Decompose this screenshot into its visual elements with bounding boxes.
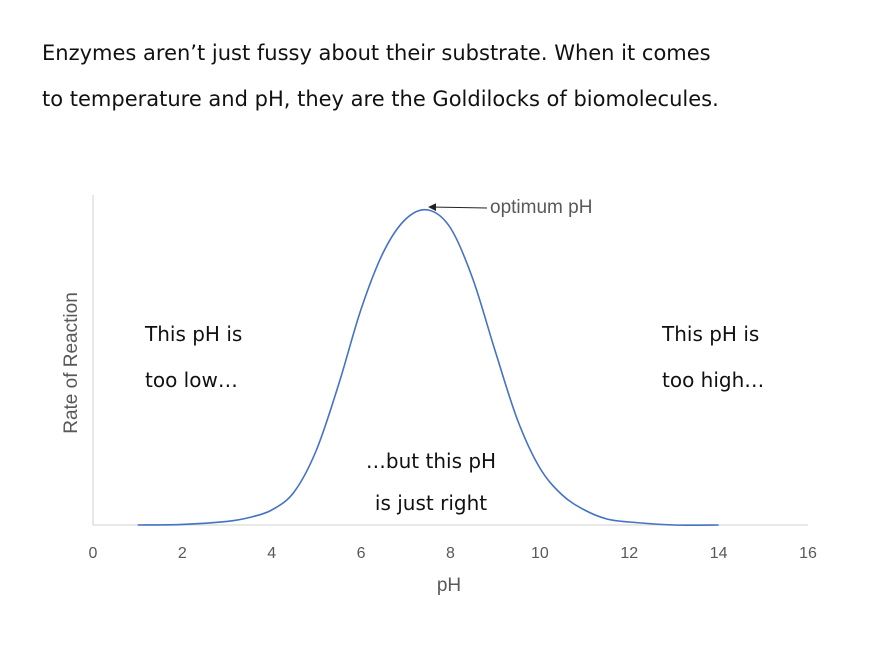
x-tick-label: 12 — [620, 545, 638, 562]
optimum-label: optimum pH — [490, 197, 592, 218]
intro-line-2: to temperature and pH, they are the Gold… — [42, 87, 719, 111]
right-note-line-2: is just right — [375, 491, 487, 515]
x-tick-label: 16 — [799, 545, 817, 562]
x-tick-label: 0 — [89, 545, 98, 562]
x-tick-label: 6 — [357, 545, 366, 562]
high-note-line-1: This pH is — [661, 322, 759, 346]
high-note-line-2: too high… — [662, 368, 764, 392]
x-tick-label: 10 — [531, 545, 549, 562]
low-note-line-2: too low… — [145, 368, 238, 392]
low-note-line-1: This pH is — [144, 322, 242, 346]
x-tick-label: 8 — [446, 545, 455, 562]
x-axis-title: pH — [437, 575, 461, 596]
optimum-arrow — [428, 203, 488, 212]
x-tick-labels: 0 2 4 6 8 10 12 14 16 — [89, 545, 817, 562]
intro-paragraph: Enzymes aren’t just fussy about their su… — [42, 30, 842, 122]
x-tick-label: 2 — [178, 545, 187, 562]
x-tick-label: 14 — [710, 545, 728, 562]
right-note-line-1: …but this pH — [366, 449, 496, 473]
y-axis-title: Rate of Reaction — [61, 292, 82, 434]
x-tick-label: 4 — [267, 545, 276, 562]
intro-line-1: Enzymes aren’t just fussy about their su… — [42, 41, 711, 65]
